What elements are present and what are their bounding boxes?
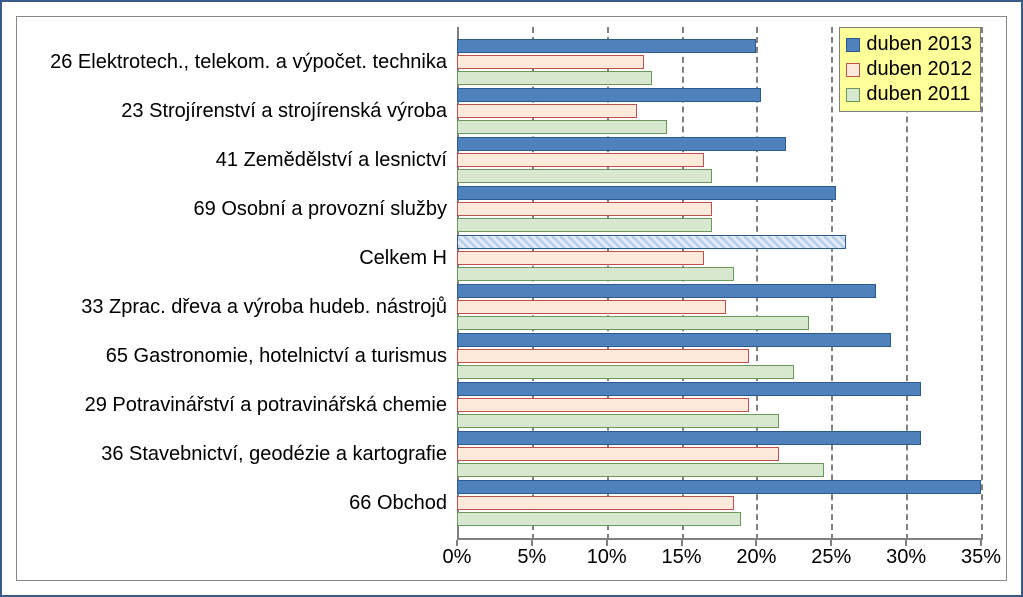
category-label: 36 Stavebnictví, geodézie a kartografie	[101, 444, 457, 464]
bar	[457, 186, 836, 200]
legend-item: duben 2013	[846, 32, 972, 57]
bar	[457, 104, 637, 118]
bar	[457, 431, 921, 445]
legend-swatch-icon	[846, 88, 860, 102]
chart-inner: duben 2013 duben 2012 duben 2011 0% 5% 10%…	[16, 16, 1007, 581]
legend-label: duben 2011	[866, 83, 970, 106]
bar-group: 33 Zprac. dřeva a výroba hudeb. nástrojů	[457, 282, 981, 331]
legend-label: duben 2013	[866, 33, 972, 56]
bar-group: 36 Stavebnictví, geodézie a kartografie	[457, 429, 981, 478]
bar	[457, 120, 667, 134]
bar	[457, 153, 704, 167]
bar	[457, 447, 779, 461]
x-tick-label: 35%	[961, 540, 1001, 569]
bar	[457, 316, 809, 330]
bar-group: 69 Osobní a provozní služby	[457, 184, 981, 233]
legend-label: duben 2012	[866, 58, 972, 81]
bar	[457, 218, 712, 232]
x-tick-label: 5%	[517, 540, 546, 569]
bar	[457, 39, 756, 53]
legend-swatch-icon	[846, 63, 860, 77]
legend-item: duben 2012	[846, 57, 972, 82]
x-tick-label: 15%	[662, 540, 702, 569]
legend: duben 2013 duben 2012 duben 2011	[839, 27, 981, 112]
bar	[457, 398, 749, 412]
bar	[457, 251, 704, 265]
category-label: 29 Potravinářství a potravinářská chemie	[85, 395, 457, 415]
bar	[457, 349, 749, 363]
x-tick-label: 10%	[587, 540, 627, 569]
legend-swatch-icon	[846, 38, 860, 52]
x-tick-label: 25%	[811, 540, 851, 569]
bar-group: 65 Gastronomie, hotelnictví a turismus	[457, 331, 981, 380]
chart-frame: duben 2013 duben 2012 duben 2011 0% 5% 10%…	[0, 0, 1023, 597]
x-tick-label: 0%	[443, 540, 472, 569]
bar	[457, 333, 891, 347]
bar	[457, 463, 824, 477]
bar	[457, 365, 794, 379]
category-label: Celkem H	[359, 248, 457, 268]
bar	[457, 382, 921, 396]
category-label: 23 Strojírenství a strojírenská výroba	[121, 101, 457, 121]
bar	[457, 55, 644, 69]
category-label: 26 Elektrotech., telekom. a výpočet. tec…	[50, 52, 457, 72]
bar	[457, 202, 712, 216]
bar	[457, 235, 846, 249]
category-label: 41 Zemědělství a lesnictví	[216, 150, 457, 170]
bar	[457, 300, 726, 314]
category-label: 65 Gastronomie, hotelnictví a turismus	[106, 346, 457, 366]
grid-line	[981, 27, 983, 540]
bar	[457, 169, 712, 183]
bar-group: 29 Potravinářství a potravinářská chemie	[457, 380, 981, 429]
category-label: 66 Obchod	[349, 493, 457, 513]
bar-group: 41 Zemědělství a lesnictví	[457, 135, 981, 184]
bar	[457, 88, 761, 102]
x-tick-label: 20%	[736, 540, 776, 569]
category-label: 69 Osobní a provozní služby	[194, 199, 457, 219]
bar	[457, 267, 734, 281]
bar	[457, 512, 741, 526]
bar-group: Celkem H	[457, 233, 981, 282]
bar	[457, 480, 981, 494]
category-label: 33 Zprac. dřeva a výroba hudeb. nástrojů	[81, 297, 457, 317]
legend-item: duben 2011	[846, 82, 972, 107]
bar	[457, 414, 779, 428]
bar	[457, 71, 652, 85]
bar	[457, 137, 786, 151]
x-tick-label: 30%	[886, 540, 926, 569]
bar	[457, 496, 734, 510]
bar-group: 66 Obchod	[457, 478, 981, 527]
bar	[457, 284, 876, 298]
